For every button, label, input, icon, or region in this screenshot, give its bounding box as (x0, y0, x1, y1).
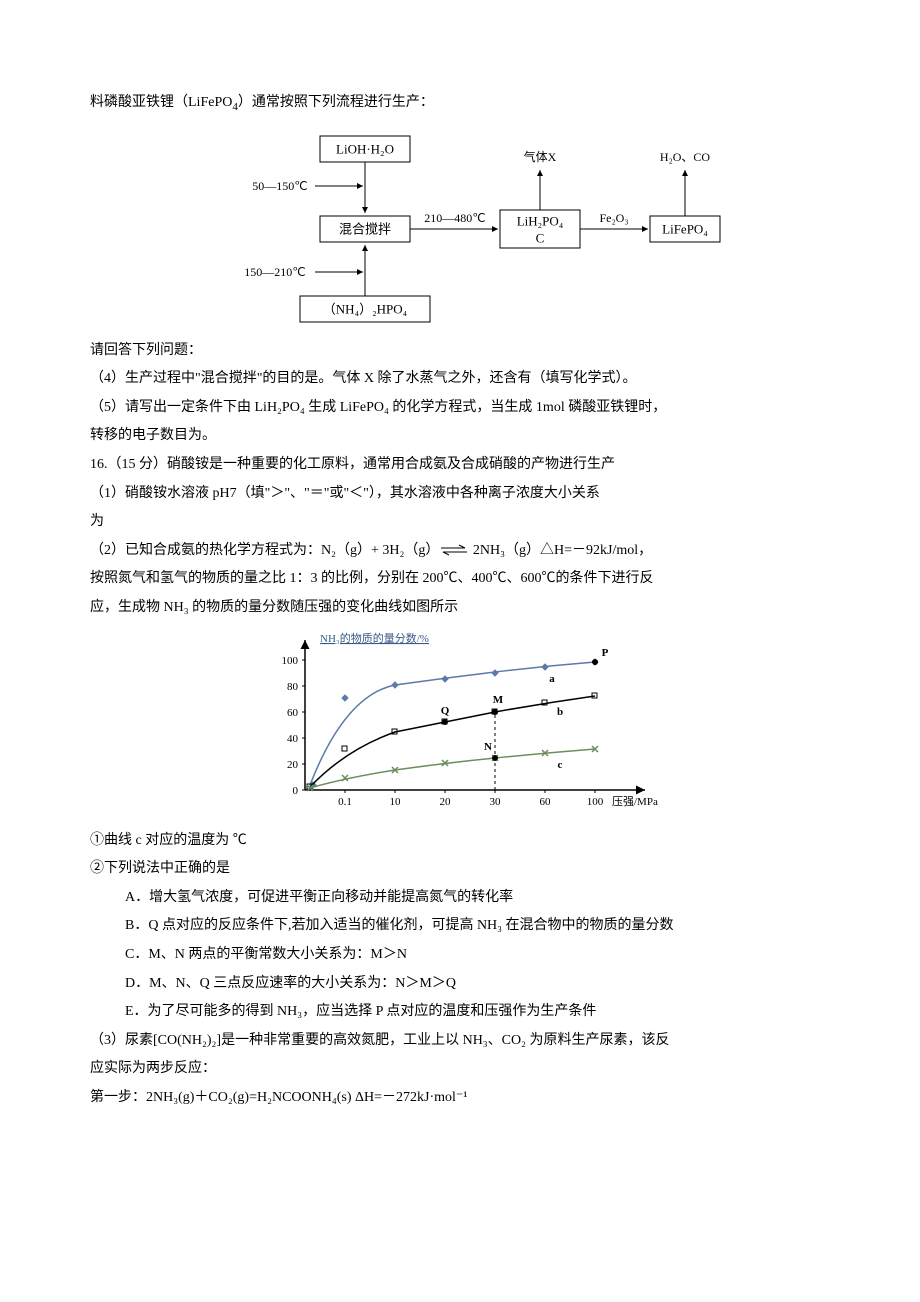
svg-text:0.1: 0.1 (338, 796, 352, 808)
node-lifepo4-label: LiFePO₄ (662, 221, 708, 236)
markers-a (310, 659, 598, 788)
intro-post: ）通常按照下列流程进行生产： (238, 95, 434, 110)
markers-b (307, 693, 597, 789)
q16-2c: 应，生成物 NH₃ 的物质的量分数随压强的变化曲线如图所示 (90, 595, 830, 622)
node-lioh-label: LiOH·H₂O (336, 141, 394, 156)
label-t50: 50—150℃ (252, 179, 307, 193)
y-ticks: 0 20 40 60 80 100 (282, 655, 306, 797)
opt-D: D．M、N、Q 三点反应速率的大小关系为：N＞M＞Q (125, 971, 830, 998)
svg-text:100: 100 (282, 655, 299, 667)
svg-text:60: 60 (287, 707, 299, 719)
chart-title: NH₃的物质的量分数/% (320, 631, 429, 645)
q16-3b: 应实际为两步反应： (90, 1056, 830, 1083)
svg-text:80: 80 (287, 681, 299, 693)
label-gasx: 气体X (524, 149, 557, 164)
label-M: M (493, 694, 504, 706)
q16-1a: （1）硝酸铵水溶液 pH7（填"＞"、"＝"或"＜"），其水溶液中各种离子浓度大… (90, 481, 830, 508)
label-P: P (602, 647, 609, 659)
intro-pre: 料磷酸亚铁锂（LiFePO (90, 95, 232, 110)
q4: （4）生产过程中"混合搅拌"的目的是。气体 X 除了水蒸气之外，还含有（填写化学… (90, 366, 830, 393)
q16-2b: 按照氮气和氢气的物质的量之比 1：3 的比例，分别在 200℃、400℃、600… (90, 566, 830, 593)
svg-text:100: 100 (587, 796, 604, 808)
curve-c (310, 749, 595, 788)
opt-E: E．为了尽可能多的得到 NH₃，应当选择 P 点对应的温度和压强作为生产条件 (125, 999, 830, 1026)
label-h2oco: H₂O、CO (660, 150, 711, 164)
step1: 第一步：2NH₃(g)＋CO₂(g)=H₂NCOONH₄(s) ΔH=－272k… (90, 1085, 830, 1112)
label-c: c (558, 759, 563, 771)
point-N (492, 755, 498, 761)
svg-text:0: 0 (293, 785, 299, 797)
x-axis-label: 压强/MPa (612, 795, 658, 808)
flowchart: LiOH·H₂O 50—150℃ 混合搅拌 （NH₄）₂HPO₄ 150—210… (180, 128, 740, 328)
opt-C: C．M、N 两点的平衡常数大小关系为：M＞N (125, 942, 830, 969)
nh3-chart: NH₃的物质的量分数/% 0 20 40 60 80 100 0.1 10 20… (250, 630, 670, 820)
x-ticks: 0.1 10 20 30 60 100 (338, 790, 604, 808)
point-P (592, 659, 598, 665)
q16-2a-post: 2NH₃（g）△H=－92kJ/mol， (469, 543, 652, 558)
node-mix-label: 混合搅拌 (339, 221, 391, 236)
svg-text:10: 10 (390, 796, 402, 808)
q5-a: （5）请写出一定条件下由 LiH₂PO₄ 生成 LiFePO₄ 的化学方程式，当… (90, 395, 830, 422)
svg-text:20: 20 (287, 759, 299, 771)
label-N: N (484, 741, 492, 753)
point-Q (442, 719, 448, 725)
label-t210: 210—480℃ (424, 211, 485, 225)
label-fe2o3: Fe₂O₃ (599, 211, 628, 225)
q16-head: 16.（15 分）硝酸铵是一种重要的化工原料，通常用合成氨及合成硝酸的产物进行生… (90, 452, 830, 479)
svg-text:40: 40 (287, 733, 299, 745)
opt-B: B．Q 点对应的反应条件下,若加入适当的催化剂，可提高 NH₃ 在混合物中的物质… (125, 913, 830, 940)
label-Q: Q (441, 705, 450, 717)
step1-text: 第一步：2NH₃(g)＋CO₂(g)=H₂NCOONH₄(s) ΔH=－272k… (90, 1090, 468, 1105)
label-b: b (557, 706, 563, 718)
q-please: 请回答下列问题： (90, 338, 830, 365)
q16-2a-pre: （2）已知合成氨的热化学方程式为：N₂（g）+ 3H₂（g） (90, 543, 439, 558)
node-lih2po4-top: LiH₂PO₄ (517, 213, 564, 228)
sub1: ①曲线 c 对应的温度为 ℃ (90, 828, 830, 855)
q5-b: 转移的电子数目为。 (90, 423, 830, 450)
opt-A: A．增大氢气浓度，可促进平衡正向移动并能提高氮气的转化率 (125, 885, 830, 912)
node-nh4hpo4-label: （NH₄）₂HPO₄ (323, 301, 408, 316)
svg-text:20: 20 (440, 796, 452, 808)
svg-text:60: 60 (540, 796, 552, 808)
q16-3a: （3）尿素[CO(NH₂)₂]是一种非常重要的高效氮肥，工业上以 NH₃、CO₂… (90, 1028, 830, 1055)
equilibrium-arrows-icon (439, 544, 469, 556)
label-t150: 150—210℃ (244, 265, 305, 279)
label-a: a (549, 673, 555, 685)
node-lih2po4-bot: C (536, 230, 545, 245)
svg-text:30: 30 (490, 796, 502, 808)
sub2: ②下列说法中正确的是 (90, 856, 830, 883)
q16-1b: 为 (90, 509, 830, 536)
q16-2a: （2）已知合成氨的热化学方程式为：N₂（g）+ 3H₂（g） 2NH₃（g）△H… (90, 538, 830, 565)
intro-line: 料磷酸亚铁锂（LiFePO4）通常按照下列流程进行生产： (90, 90, 830, 118)
